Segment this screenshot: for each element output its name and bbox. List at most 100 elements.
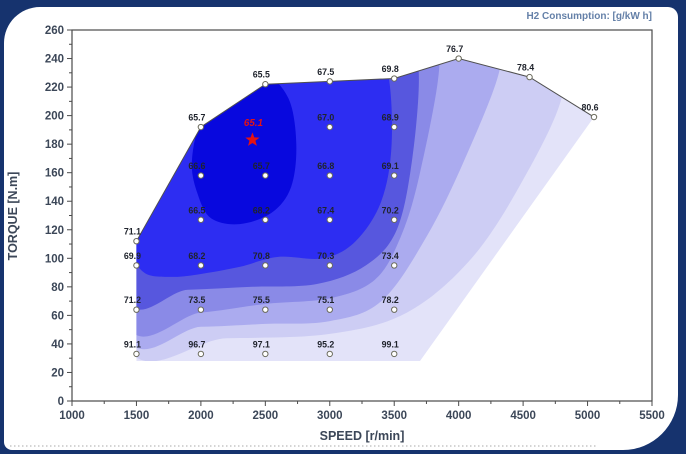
optimum-value: 65.1 — [244, 118, 263, 129]
data-point — [262, 350, 269, 358]
chart-title: H2 Consumption: [g/kW h] — [526, 11, 652, 22]
tick-label: 3500 — [381, 410, 407, 422]
data-point — [262, 262, 269, 269]
data-point — [326, 78, 333, 85]
data-point — [391, 262, 398, 269]
data-point — [133, 262, 140, 269]
data-point-value: 78.4 — [517, 63, 534, 73]
tick-label: 160 — [45, 168, 64, 180]
tick-label: 2500 — [253, 410, 279, 422]
data-point-value: 95.2 — [317, 339, 334, 349]
tick-label: 260 — [45, 25, 64, 37]
data-point-value: 66.8 — [317, 161, 334, 171]
data-point — [262, 306, 269, 313]
data-point — [391, 216, 398, 223]
data-point-value: 68.2 — [188, 251, 205, 261]
data-point — [391, 306, 398, 313]
tick-label: 1000 — [59, 410, 85, 422]
data-point — [326, 123, 333, 131]
data-point — [326, 216, 333, 223]
data-point-value: 69.8 — [382, 64, 399, 74]
data-point-value: 67.0 — [317, 113, 334, 123]
tick-label: 40 — [51, 339, 64, 351]
data-point — [133, 306, 140, 313]
data-point — [197, 350, 205, 358]
data-point-value: 66.5 — [188, 205, 205, 215]
data-point-value: 71.2 — [124, 295, 141, 305]
data-points: 71.1 65.7 65.5 67.5 69.8 76.7 78.4 80.6 67.0 68.9… — [124, 44, 599, 358]
data-point-value: 70.3 — [317, 251, 334, 261]
data-point-value: 70.8 — [253, 251, 270, 261]
data-point-value: 67.5 — [317, 67, 334, 77]
data-point-value: 91.1 — [124, 339, 141, 349]
tick-label: 120 — [45, 225, 64, 237]
tick-label: 140 — [45, 196, 64, 208]
data-point-value: 69.1 — [382, 161, 399, 171]
data-point-value: 80.6 — [581, 103, 598, 113]
data-point-value: 68.2 — [253, 205, 270, 215]
data-point — [197, 123, 205, 131]
data-point — [455, 55, 462, 62]
axes: 1000 1500 2000 2500 3000 3500 4000 4500 5000 5500… — [45, 25, 665, 422]
tick-label: 4500 — [510, 410, 536, 422]
data-point-value: 67.4 — [317, 205, 334, 215]
data-point-value: 65.7 — [188, 113, 205, 123]
data-point — [262, 172, 269, 179]
tick-label: 60 — [51, 310, 64, 322]
data-point — [133, 350, 140, 358]
tick-label: 20 — [51, 367, 64, 379]
data-point — [391, 350, 398, 358]
optimum-star-icon — [245, 132, 260, 146]
data-point-value: 73.4 — [382, 251, 399, 261]
y-axis-title: TORQUE [N.m] — [6, 172, 20, 261]
tick-label: 5000 — [575, 410, 601, 422]
data-point-value: 97.1 — [253, 339, 270, 349]
contour-band — [191, 72, 297, 225]
data-point — [391, 172, 398, 179]
data-point-value: 99.1 — [382, 339, 399, 349]
tick-label: 3000 — [317, 410, 343, 422]
optimum-star: 65.1 — [244, 118, 263, 146]
data-point — [326, 262, 333, 269]
tick-label: 240 — [45, 54, 64, 66]
tick-label: 0 — [58, 396, 64, 408]
data-point — [197, 172, 205, 179]
data-point — [391, 75, 398, 82]
data-point-value: 75.1 — [317, 295, 334, 305]
data-point-value: 76.7 — [446, 44, 463, 54]
data-point — [326, 172, 333, 179]
envelope-line — [136, 58, 595, 242]
data-point — [262, 216, 269, 223]
data-point-value: 65.7 — [253, 161, 270, 171]
data-point-value: 96.7 — [188, 339, 205, 349]
data-point — [197, 216, 205, 223]
data-point-value: 66.6 — [188, 161, 205, 171]
data-point-value: 73.5 — [188, 295, 205, 305]
data-point-value: 70.2 — [382, 205, 399, 215]
tick-label: 180 — [45, 139, 64, 151]
data-point-value: 71.1 — [124, 227, 141, 237]
data-point — [133, 237, 140, 245]
tick-label: 5500 — [639, 410, 665, 422]
data-point-value: 65.5 — [253, 70, 270, 80]
data-point-value: 75.5 — [253, 295, 270, 305]
data-point — [262, 81, 269, 88]
x-axis-title: SPEED [r/min] — [320, 429, 405, 443]
tick-label: 200 — [45, 111, 64, 123]
data-point — [326, 350, 333, 358]
tick-label: 80 — [51, 282, 64, 294]
tick-label: 4000 — [446, 410, 472, 422]
data-point — [391, 123, 398, 131]
data-point — [197, 262, 205, 269]
data-point-value: 69.9 — [124, 251, 141, 261]
data-point — [326, 306, 333, 313]
contour-bands — [136, 58, 594, 362]
tick-label: 1500 — [124, 410, 150, 422]
tick-label: 2000 — [188, 410, 214, 422]
data-point — [526, 73, 533, 81]
data-point-value: 68.9 — [382, 113, 399, 123]
tick-label: 220 — [45, 82, 64, 94]
data-point-value: 78.2 — [382, 295, 399, 305]
